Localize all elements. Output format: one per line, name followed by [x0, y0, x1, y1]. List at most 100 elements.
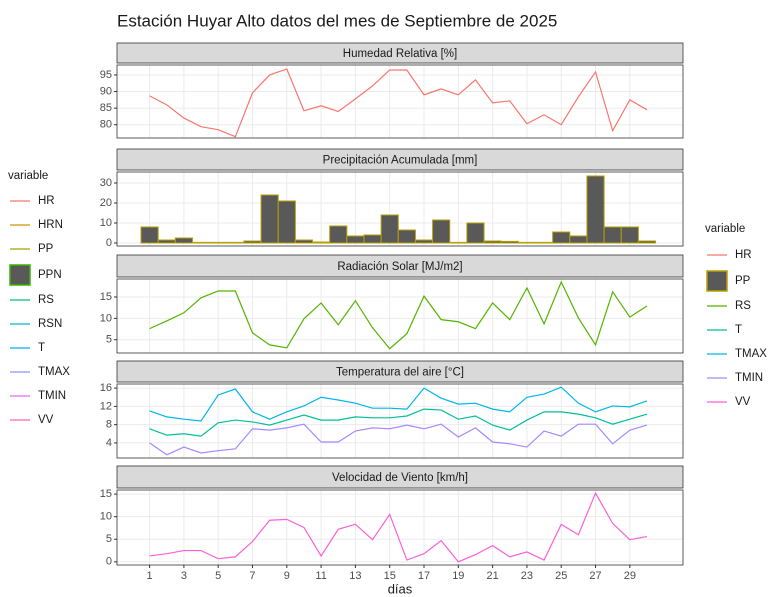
bar [517, 241, 536, 244]
bar [277, 200, 296, 244]
x-axis-label: días [388, 581, 413, 596]
legend-label: TMIN [38, 390, 66, 402]
strip-background [116, 360, 684, 383]
bar [603, 226, 622, 244]
y-tick-label: 20 [100, 197, 112, 209]
bar [449, 241, 468, 244]
legend-label: TMAX [735, 348, 767, 360]
strip-title: Humedad Relativa [%] [343, 48, 457, 60]
panel-border [116, 171, 684, 247]
bar [620, 226, 639, 244]
x-tick-label: 25 [555, 570, 567, 582]
x-tick-label: 11 [315, 570, 326, 582]
x-tick-label: 5 [215, 570, 221, 582]
bar [157, 239, 176, 244]
legend-label: T [735, 324, 742, 336]
legend-label: VV [38, 414, 54, 426]
panel-border [116, 64, 684, 139]
legend-label: VV [735, 396, 751, 408]
y-tick-label: 85 [100, 102, 112, 114]
strip-background [116, 42, 684, 64]
legend-label: RS [38, 294, 54, 306]
data-line [149, 386, 648, 422]
bar [294, 239, 314, 244]
strip-background [116, 254, 684, 278]
panel-border [116, 489, 684, 566]
y-tick-label: 95 [100, 69, 112, 81]
legend-label: TMIN [735, 372, 763, 384]
bar [432, 219, 451, 244]
bar [483, 240, 502, 244]
data-line [149, 408, 648, 437]
strip-title: Radiación Solar [MJ/m2] [337, 261, 462, 273]
panel [117, 279, 683, 353]
bar [226, 241, 245, 244]
data-line [149, 491, 648, 563]
panel-border [116, 278, 684, 354]
y-tick-label: 16 [100, 382, 112, 394]
panel [117, 65, 683, 138]
y-tick-label: 15 [100, 291, 112, 303]
legend-label: HR [38, 195, 55, 207]
bar [466, 222, 485, 244]
legend-label: RS [735, 300, 751, 312]
y-tick-label: 80 [100, 119, 112, 131]
x-tick-label: 19 [452, 570, 464, 582]
bar [329, 225, 348, 244]
y-tick-label: 15 [100, 488, 112, 500]
legend-key-box [9, 264, 31, 286]
strip-background [116, 148, 684, 171]
legend-label: PP [735, 275, 751, 287]
y-tick-label: 10 [100, 511, 112, 523]
legend-label: PPN [38, 269, 62, 281]
panel-border [116, 383, 684, 459]
bar [243, 240, 262, 244]
data-line [149, 280, 648, 350]
data-line [149, 423, 648, 456]
bar [363, 234, 382, 244]
y-tick-label: 8 [106, 419, 112, 431]
x-tick-label: 27 [589, 570, 601, 582]
legend-label: T [38, 342, 45, 354]
y-tick-label: 0 [106, 237, 112, 249]
x-tick-label: 3 [181, 570, 187, 582]
bar [209, 241, 228, 244]
bar [500, 240, 519, 244]
y-tick-label: 4 [106, 437, 112, 449]
bar [552, 231, 571, 244]
legend-label: HR [735, 249, 752, 261]
bar [260, 194, 279, 244]
bar [397, 229, 416, 244]
chart-title: Estación Huyar Alto datos del mes de Sep… [117, 11, 557, 30]
legend-label: RSN [38, 318, 62, 330]
panel [117, 490, 683, 565]
y-tick-label: 10 [100, 217, 112, 229]
strip-background [116, 465, 684, 489]
y-tick-label: 12 [100, 400, 112, 412]
x-tick-label: 29 [624, 570, 636, 582]
y-tick-label: 10 [100, 312, 112, 324]
y-tick-label: 90 [100, 85, 112, 97]
bar [637, 240, 657, 244]
bar [586, 175, 605, 244]
bar [312, 241, 331, 244]
bar [569, 235, 588, 244]
bar [191, 241, 211, 244]
y-tick-label: 0 [106, 556, 112, 568]
x-tick-label: 17 [418, 570, 430, 582]
x-tick-label: 9 [284, 570, 290, 582]
y-tick-label: 5 [106, 334, 112, 346]
y-tick-label: 30 [100, 177, 112, 189]
data-line [149, 68, 648, 138]
bar [534, 241, 554, 244]
panel [117, 384, 683, 458]
legend-label: HRN [38, 219, 63, 231]
legend-title: variable [8, 170, 48, 182]
x-tick-label: 7 [249, 570, 255, 582]
legend-label: PP [38, 243, 54, 255]
bar [346, 235, 365, 244]
bar [140, 226, 159, 244]
bar [414, 239, 434, 244]
bar [174, 237, 193, 244]
